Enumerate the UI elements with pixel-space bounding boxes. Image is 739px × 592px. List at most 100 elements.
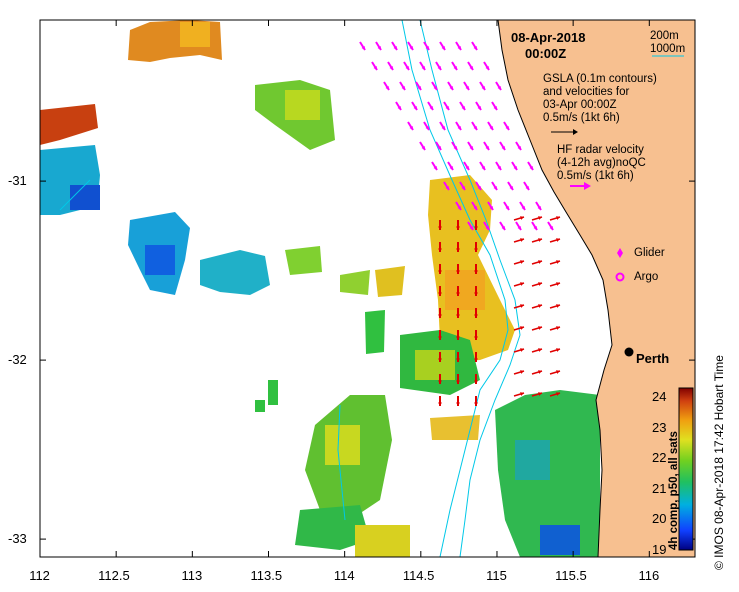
hf-radar-arrow-head	[453, 146, 457, 150]
hf-radar-arrow-head	[433, 166, 437, 170]
gsla-arrow-head	[538, 238, 542, 242]
gsla-arrow-head	[474, 292, 478, 296]
hf-radar-arrow-head	[425, 46, 429, 50]
hf-radar-arrow-head	[409, 126, 413, 130]
hf-radar-arrow-head	[501, 226, 505, 230]
perth-marker	[624, 347, 634, 357]
gsla-arrow-head	[538, 392, 542, 396]
hf-radar-arrow-head	[489, 206, 493, 210]
hf-radar-arrow-head	[549, 226, 553, 230]
glider-label: Glider	[634, 247, 665, 259]
x-tick-label: 116	[638, 568, 660, 583]
hf-radar-arrow-head	[497, 86, 501, 90]
gsla-arrow-head	[438, 226, 442, 230]
glider-icon	[617, 248, 623, 258]
hf-radar-arrow-head	[453, 66, 457, 70]
gsla-arrow-head	[456, 380, 460, 384]
gsla-arrow-head	[474, 380, 478, 384]
radar-note-line3: 0.5m/s (1kt 6h)	[557, 170, 634, 182]
gsla-arrow-head	[556, 348, 560, 352]
gsla-arrow-head	[438, 314, 442, 318]
argo-label: Argo	[634, 271, 659, 283]
land-mass	[498, 20, 695, 557]
colorbar-tick-label: 21	[652, 480, 667, 496]
colorbar-tick-label: 20	[652, 511, 667, 527]
hf-radar-arrow-head	[445, 186, 449, 190]
hf-radar-arrow-head	[385, 86, 389, 90]
gsla-arrow-head	[538, 282, 542, 286]
gsla-arrow-head	[556, 304, 560, 308]
gsla-scale-arrowhead	[573, 129, 578, 135]
hf-radar-arrow-head	[521, 206, 525, 210]
x-tick-label: 112.5	[98, 568, 130, 583]
radar-note-line1: HF radar velocity	[557, 144, 644, 156]
hf-radar-arrow-head	[361, 46, 365, 50]
gsla-note-line2: and velocities for	[543, 86, 630, 98]
gsla-arrow-head	[520, 260, 524, 264]
radar-scale-arrowhead	[584, 182, 591, 190]
gsla-arrow-head	[438, 402, 442, 406]
hf-radar-arrow-head	[473, 206, 477, 210]
hf-radar-arrow-head	[513, 166, 517, 170]
hf-radar-arrow-head	[501, 146, 505, 150]
plot-frame	[39, 19, 696, 558]
hf-radar-arrow-head	[533, 226, 537, 230]
gsla-arrow-head	[438, 358, 442, 362]
hf-radar-arrow-head	[417, 86, 421, 90]
x-tick-label: 115	[486, 568, 507, 583]
hf-radar-arrow-head	[493, 186, 497, 190]
hf-radar-arrow-head	[445, 106, 449, 110]
hf-radar-arrow-head	[457, 46, 461, 50]
depth-label-1000: 1000m	[650, 43, 686, 55]
radar-note-line2: (4-12h avg)noQC	[557, 157, 646, 169]
hf-radar-arrow-head	[437, 146, 441, 150]
coastline	[497, 20, 613, 557]
gsla-arrow-head	[556, 326, 560, 330]
gsla-arrow-head	[474, 270, 478, 274]
gsla-arrow-head	[456, 248, 460, 252]
hf-radar-arrow-head	[421, 66, 425, 70]
hf-radar-arrow-head	[389, 66, 393, 70]
argo-icon	[615, 272, 625, 282]
colorbar-tick-label: 24	[652, 389, 667, 405]
header-date: 08-Apr-2018	[511, 30, 586, 45]
gsla-arrow-head	[438, 336, 442, 340]
hf-radar-arrow-head	[481, 166, 485, 170]
gsla-arrow-head	[456, 314, 460, 318]
gsla-arrow-head	[474, 336, 478, 340]
hf-radar-arrow-head	[525, 186, 529, 190]
x-tick-label: 113	[181, 568, 203, 583]
gsla-arrow-head	[538, 216, 542, 220]
gsla-arrow-head	[474, 226, 478, 230]
hf-radar-arrow-head	[461, 106, 465, 110]
bathymetry-contours	[59, 20, 521, 557]
gsla-arrow-head	[520, 216, 524, 220]
gsla-arrow-head	[538, 348, 542, 352]
hf-radar-arrow-head	[401, 86, 405, 90]
hf-radar-arrow-head	[489, 126, 493, 130]
hf-radar-arrow-head	[473, 46, 477, 50]
hf-radar-arrow-head	[465, 166, 469, 170]
x-tick-label: 114	[333, 568, 355, 583]
hf-radar-arrow-head	[477, 186, 481, 190]
hf-radar-arrow-head	[393, 46, 397, 50]
credit-text: © IMOS 08-Apr-2018 17:42 Hobart Time	[712, 355, 726, 570]
gsla-arrow-head	[474, 314, 478, 318]
gsla-arrow-head	[538, 370, 542, 374]
x-tick-label: 115.5	[555, 568, 587, 583]
gsla-arrow-head	[520, 282, 524, 286]
hf-radar-arrow-head	[373, 66, 377, 70]
colorbar-tick-label: 23	[652, 419, 667, 435]
hf-radar-arrow-head	[485, 146, 489, 150]
hf-radar-arrow-head	[485, 66, 489, 70]
hf-radar-arrow-head	[537, 206, 541, 210]
gsla-arrow-head	[456, 292, 460, 296]
gsla-arrow-head	[456, 270, 460, 274]
gsla-arrow-head	[520, 304, 524, 308]
gsla-arrow-head	[456, 402, 460, 406]
hf-radar-arrow-head	[517, 226, 521, 230]
gsla-arrow-head	[456, 226, 460, 230]
colorbar-tick-label: 22	[652, 450, 667, 466]
hf-radar-arrow-head	[405, 66, 409, 70]
